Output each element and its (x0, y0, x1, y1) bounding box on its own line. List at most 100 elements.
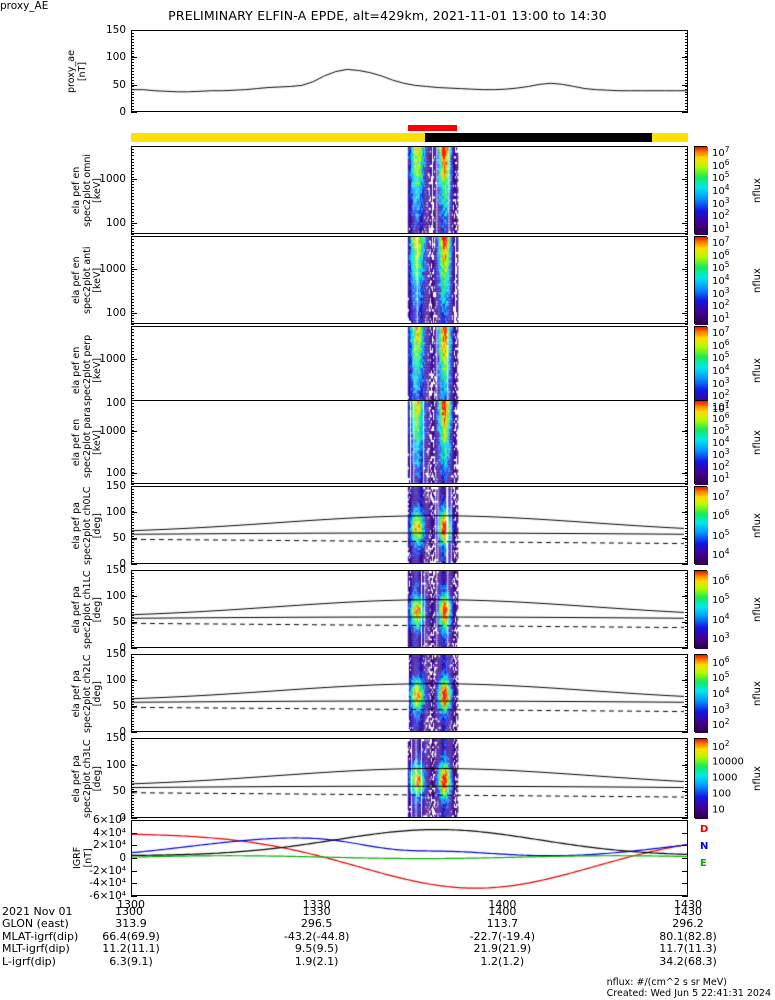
energy0-minor-tick (685, 202, 688, 204)
energy1-minor-tick (685, 317, 688, 319)
energy3-minor-tick (131, 439, 134, 440)
pa-colorbar-2-tick-label: 104 (712, 685, 730, 701)
energy0-tick-label: 100 (105, 216, 126, 229)
energy2-minor-tick (131, 332, 134, 334)
energy0-tick (682, 178, 688, 180)
energy0-minor-tick (131, 177, 134, 179)
energy2-minor-tick (131, 398, 134, 400)
pa2-minor-tick (685, 732, 688, 733)
pa1-tick-label: 150 (105, 564, 126, 576)
ephemeris-value: -22.7(-19.4) (469, 929, 536, 943)
ephemeris-value: 34.2(68.3) (659, 954, 717, 968)
energy2-minor-tick (131, 338, 134, 340)
ephemeris-value: 1400 (488, 905, 517, 918)
spectrogram-data (132, 147, 687, 233)
energy0-minor-tick (685, 205, 688, 207)
pa-axis-label-0: ela pef pa spec2plot ch0LC [deg] (71, 485, 103, 565)
ae-tick-label: 0 (119, 106, 126, 118)
energy0-minor-tick (131, 215, 134, 217)
energy3-minor-tick (131, 451, 134, 452)
igrf-tick (131, 896, 137, 897)
energy1-tick-label: 1000 (99, 262, 126, 275)
energy3-minor-tick (131, 472, 134, 473)
energy0-minor-tick (131, 205, 134, 207)
energy2-minor-tick (685, 370, 688, 371)
energy0-minor-tick (685, 193, 688, 195)
energy2-minor-tick (131, 348, 134, 349)
ae-minor-tick (131, 30, 134, 31)
energy0-tick (131, 178, 137, 180)
energy1-tick (131, 268, 137, 270)
energy0-minor-tick (685, 186, 688, 188)
ephemeris-row: 2021 Nov 01 1300 1330 1400 1430 (2, 905, 775, 918)
energy2-minor-tick (131, 385, 134, 387)
energy0-minor-tick (131, 202, 134, 204)
ephemeris-row-label: GLON (east) (2, 917, 69, 931)
pa-colorbar-2-tick-label: 106 (712, 654, 730, 669)
xaxis-tick-1400: 1400 (488, 898, 517, 911)
pa-colorbar-3-tick-label: 100 (712, 788, 732, 800)
energy0-minor-tick (131, 190, 134, 191)
energy2-minor-tick (685, 338, 688, 340)
page-title: PRELIMINARY ELFIN-A EPDE, alt=429km, 202… (168, 8, 607, 23)
igrf-tick-label: 4×10⁴ (92, 826, 126, 839)
energy0-tick (682, 222, 688, 224)
pa-colorbar-2-tick-label: 102 (712, 717, 730, 732)
energy2-minor-tick (685, 398, 688, 400)
energy3-minor-tick (685, 478, 688, 479)
ae-tick (131, 112, 137, 113)
energy3-minor-tick (685, 421, 688, 422)
energy2-minor-tick (131, 382, 134, 384)
energy1-minor-tick (131, 242, 134, 244)
energy1-minor-tick (131, 289, 134, 291)
pa3-minor-tick (685, 738, 688, 739)
energy3-minor-tick (131, 481, 134, 482)
energy1-minor-tick (685, 251, 688, 253)
energy3-minor-tick (685, 433, 688, 434)
energy3-minor-tick (685, 406, 688, 407)
energy-colorbar-3-tick-label: 101 (712, 470, 730, 486)
energy-axis-label-2: ela pef en spec2plot perp [keV] (71, 334, 103, 406)
ephemeris-value: 9.5(9.5) (294, 942, 339, 956)
energy3-minor-tick (131, 445, 134, 446)
energy0-minor-tick (685, 174, 688, 176)
pa3-tick-label: 0 (119, 812, 126, 824)
loss-cone-lines (132, 571, 687, 647)
energy1-minor-tick (131, 317, 134, 319)
pa1-minor-tick (131, 570, 134, 571)
energy2-minor-tick (131, 351, 134, 353)
ephemeris-value: 11.7(11.3) (659, 942, 717, 956)
energy-axis-label-3: ela pef en spec2plot para [keV] (71, 406, 103, 478)
energy1-minor-tick (131, 305, 134, 307)
ephemeris-row: MLAT-igrf(dip) 66.4(69.9) -43.2(-44.8) -22.… (2, 929, 775, 943)
energy0-minor-tick (131, 180, 134, 182)
pa-colorbar-1-tick-label: 106 (712, 572, 730, 587)
ephemeris-table: 2021 Nov 01 1300 1330 1400 1430 GLON (east) 31… (2, 905, 775, 968)
energy0-minor-tick (685, 146, 688, 147)
igrf-legend-E: E (700, 858, 707, 869)
energy2-minor-tick (131, 392, 134, 393)
energy-colorbar-0-tick-label: 105 (712, 170, 730, 185)
energy3-tick (682, 473, 688, 475)
pa2-tick-label: 0 (119, 726, 126, 738)
energy0-minor-tick (131, 174, 134, 176)
energy1-minor-tick (131, 283, 134, 285)
energy0-minor-tick (685, 212, 688, 213)
energy1-minor-tick (131, 251, 134, 253)
energy3-minor-tick (131, 454, 134, 455)
energy0-minor-tick (131, 183, 134, 185)
energy0-minor-tick (685, 196, 688, 198)
energy3-tick-label: 100 (105, 467, 126, 480)
energy2-minor-tick (685, 366, 688, 368)
energy1-tick (682, 268, 688, 270)
energy1-minor-tick (685, 236, 688, 237)
pa0-minor-tick (685, 564, 688, 565)
ephemeris-row: GLON (east) 313.9 296.5 113.7 296.2 (2, 917, 775, 931)
energy0-minor-tick (131, 158, 134, 160)
energy3-minor-tick (685, 430, 688, 431)
energy3-minor-tick (685, 451, 688, 452)
pa-colorbar-2 (694, 654, 708, 733)
energy1-tick-label: 100 (105, 306, 126, 319)
energy1-minor-tick (685, 292, 688, 294)
energy0-minor-tick (685, 158, 688, 160)
